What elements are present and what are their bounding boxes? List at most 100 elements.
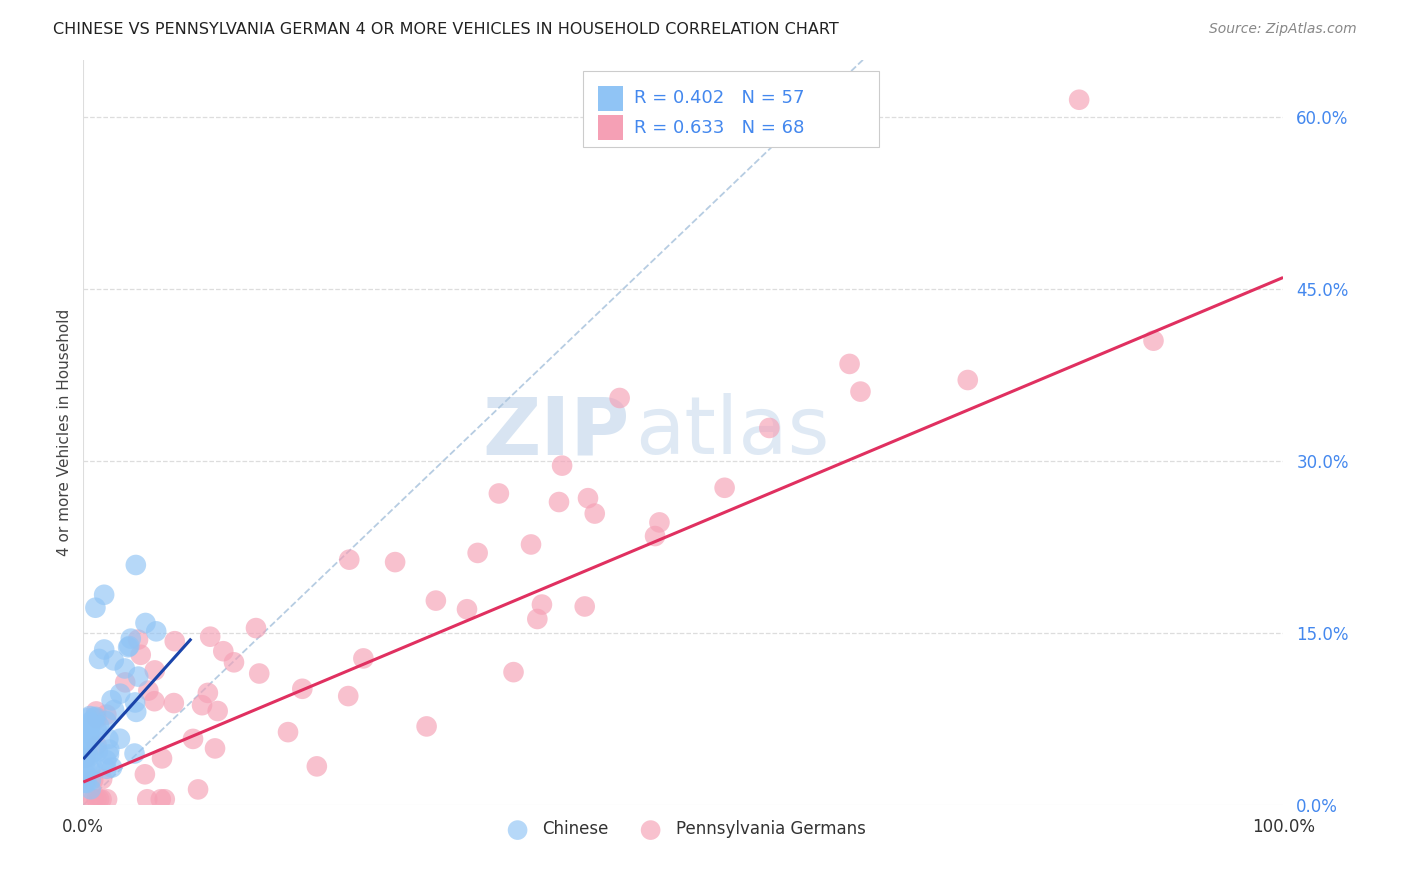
Point (574, 599, 596, 614)
Point (838, 357, 860, 371)
Point (75, 763, 97, 777)
Point (100, 693, 122, 707)
Point (384, 555, 406, 569)
Point (212, 644, 235, 658)
Point (80, 773, 103, 788)
Point (75, 749, 97, 764)
Point (415, 719, 437, 733)
Point (153, 792, 176, 806)
Point (73, 739, 96, 753)
Point (79, 723, 101, 737)
Point (93, 642, 115, 657)
Point (127, 632, 149, 647)
Point (136, 792, 159, 806)
Point (149, 792, 172, 806)
Point (291, 681, 314, 696)
Point (277, 725, 299, 739)
Text: ZIP: ZIP (482, 393, 630, 471)
Point (93, 588, 115, 602)
Point (956, 373, 979, 387)
Point (117, 640, 139, 655)
Point (143, 694, 166, 708)
Point (96, 792, 118, 806)
Point (75, 767, 97, 781)
Point (337, 552, 360, 566)
Point (79, 709, 101, 723)
Point (79, 749, 101, 764)
Point (101, 760, 124, 774)
Point (80, 782, 103, 797)
Point (124, 747, 146, 761)
Point (87, 652, 110, 666)
Point (87, 744, 110, 758)
Point (222, 656, 245, 670)
Point (467, 546, 489, 560)
Point (488, 486, 510, 500)
Text: CHINESE VS PENNSYLVANIA GERMAN 4 OR MORE VEHICLES IN HOUSEHOLD CORRELATION CHART: CHINESE VS PENNSYLVANIA GERMAN 4 OR MORE… (53, 22, 839, 37)
Point (84, 705, 107, 719)
Point (1069, 93, 1091, 107)
Point (82, 759, 104, 773)
Point (77, 727, 100, 741)
Point (86, 739, 108, 753)
Point (96, 707, 118, 722)
Point (352, 651, 374, 665)
Point (79, 715, 101, 730)
Point (83, 745, 105, 759)
Point (76, 711, 98, 725)
Point (576, 491, 599, 505)
Point (134, 767, 156, 781)
Point (200, 630, 222, 644)
Point (86, 792, 108, 806)
Point (502, 665, 524, 680)
Legend: Chinese, Pennsylvania Germans: Chinese, Pennsylvania Germans (495, 814, 872, 845)
Point (143, 664, 166, 678)
Text: atlas: atlas (636, 393, 830, 471)
Point (73, 730, 96, 744)
Point (125, 705, 148, 719)
Point (96, 714, 118, 728)
Point (83, 792, 105, 806)
Point (75, 724, 97, 739)
Point (520, 537, 543, 551)
Point (73, 750, 96, 764)
Point (79, 724, 101, 739)
Point (187, 782, 209, 797)
Point (75, 788, 97, 802)
Point (197, 686, 219, 700)
Point (76, 776, 98, 790)
Point (82, 773, 104, 788)
Text: Source: ZipAtlas.com: Source: ZipAtlas.com (1209, 22, 1357, 37)
Point (77, 731, 100, 745)
Point (84, 600, 107, 615)
Point (583, 507, 606, 521)
Point (86, 723, 108, 737)
Text: R = 0.402   N = 57: R = 0.402 N = 57 (634, 89, 804, 107)
Point (548, 495, 571, 509)
Point (181, 731, 204, 746)
Point (96, 762, 118, 776)
Point (77, 748, 100, 763)
Point (83, 711, 105, 725)
Point (75, 751, 97, 765)
Point (97, 731, 120, 746)
Point (73, 719, 96, 733)
Point (713, 481, 735, 495)
Point (103, 653, 125, 667)
Point (108, 687, 131, 701)
Point (145, 624, 167, 639)
Point (84, 710, 107, 724)
Y-axis label: 4 or more Vehicles in Household: 4 or more Vehicles in Household (58, 309, 72, 556)
Point (124, 695, 146, 709)
Point (337, 689, 360, 703)
Point (247, 666, 270, 681)
Point (96, 753, 118, 767)
Point (1142, 334, 1164, 348)
Point (103, 703, 125, 717)
Point (134, 615, 156, 630)
Point (644, 529, 666, 543)
Point (114, 661, 136, 675)
Point (138, 683, 160, 698)
Point (129, 648, 152, 662)
Point (245, 621, 267, 635)
